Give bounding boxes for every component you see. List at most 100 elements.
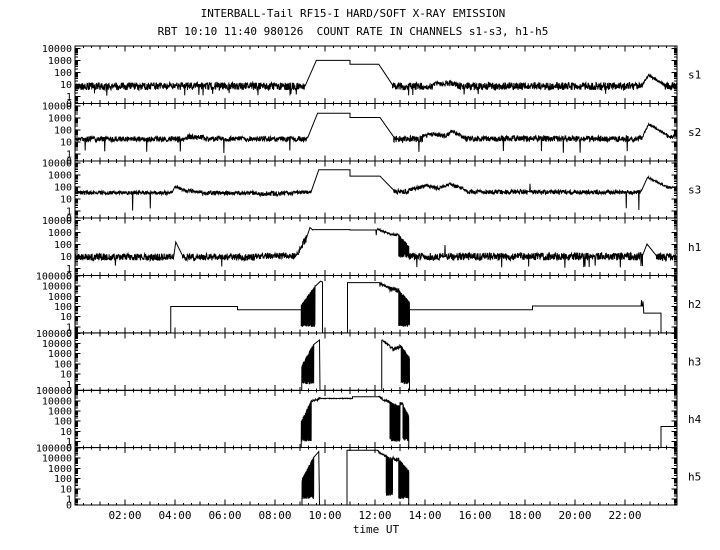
y-tick-label: 1 (66, 92, 72, 103)
y-tick-label: 1 (66, 380, 72, 391)
y-tick-label: 1 (66, 264, 72, 275)
y-tick-label: 100 (54, 125, 72, 136)
y-tick-label: 10 (60, 137, 72, 148)
series-line-s2 (74, 112, 678, 153)
y-tick-label: 10 (60, 80, 72, 91)
tick-marks (74, 160, 677, 219)
y-tick-label: 100000 (36, 271, 72, 282)
y-tick-label: 1 (66, 322, 72, 333)
y-tick-label: 100000 (36, 386, 72, 397)
y-tick-label: 100 (54, 417, 72, 428)
x-tick-label: 18:00 (508, 509, 541, 522)
x-tick-label: 20:00 (558, 509, 591, 522)
y-tick-label: 10000 (42, 454, 72, 465)
y-tick-label: 10 (60, 252, 72, 263)
y-tick-label: 1000 (48, 407, 72, 418)
y-tick-label: 10 (60, 370, 72, 381)
y-tick-label: 10000 (42, 282, 72, 293)
y-tick-label: 10 (60, 427, 72, 438)
channel-label: s1 (688, 69, 701, 82)
channel-label: s3 (688, 183, 701, 196)
y-tick-label: 1 (66, 495, 72, 506)
tick-marks (74, 275, 677, 333)
y-tick-label: 0 (66, 328, 72, 339)
tick-marks (74, 332, 677, 391)
x-tick-label: 02:00 (108, 509, 141, 522)
x-axis: 02:00 04:00 06:00 08:00 10:00 12:00 14:00 16:00… (108, 509, 641, 536)
channel-label: h4 (688, 413, 702, 426)
y-tick-label: 10000 (42, 339, 72, 350)
y-tick-label: 1 (66, 437, 72, 448)
x-tick-label: 06:00 (208, 509, 241, 522)
channel-label: h2 (688, 298, 701, 311)
plot-title: INTERBALL-Tail RF15-I HARD/SOFT X-RAY EM… (200, 7, 506, 20)
y-tick-label: 10000 (42, 396, 72, 407)
y-tick-label: 10 (60, 484, 72, 495)
tick-marks (74, 447, 677, 505)
series-line-s1 (74, 59, 678, 96)
y-tick-label: 100000 (36, 444, 72, 455)
series-line-s3 (74, 169, 678, 211)
panel-frame (74, 447, 678, 506)
channel-label: h1 (688, 241, 701, 254)
y-tick-label: 100000 (36, 329, 72, 340)
panel-frame (74, 332, 678, 391)
tick-marks (74, 218, 677, 276)
panel-frame (74, 275, 678, 334)
x-tick-label: 16:00 (458, 509, 491, 522)
x-tick-label: 08:00 (258, 509, 291, 522)
y-tick-label: 0 (66, 386, 72, 397)
y-tick-label: 1000 (48, 113, 72, 124)
tick-marks (74, 46, 677, 104)
series-line-h1 (74, 226, 678, 268)
channel-label: h5 (688, 470, 701, 483)
y-tick-label: 100 (54, 302, 72, 313)
panel-frame (74, 217, 678, 276)
y-tick-label: 100 (54, 240, 72, 251)
plot-subtitle: RBT 10:10 11:40 980126 COUNT RATE IN CHA… (157, 25, 549, 38)
x-tick-label: 22:00 (608, 509, 641, 522)
y-tick-label: 1000 (48, 464, 72, 475)
series-line-h3 (75, 338, 677, 391)
y-tick-label: 100 (54, 474, 72, 485)
x-tick-label: 10:00 (308, 509, 341, 522)
y-tick-label: 0 (66, 99, 72, 110)
panel-frame (74, 389, 678, 449)
panel-frame (74, 160, 678, 219)
y-tick-label: 1 (66, 207, 72, 218)
x-tick-label: 14:00 (408, 509, 441, 522)
y-tick-label: 1000 (48, 171, 72, 182)
panel-frame (74, 45, 678, 104)
y-tick-label: 1000 (48, 228, 72, 239)
y-tick-label: 10 (60, 195, 72, 206)
y-tick-label: 100 (54, 183, 72, 194)
x-axis-title: time UT (353, 523, 400, 536)
tick-marks (74, 390, 677, 448)
y-tick-label: 10 (60, 312, 72, 323)
y-tick-label: 0 (66, 501, 72, 512)
series-line-h4 (75, 395, 677, 449)
y-tick-label: 10000 (42, 159, 72, 170)
tick-marks (74, 103, 677, 161)
channel-label: s2 (688, 126, 701, 139)
y-tick-label: 0 (66, 443, 72, 454)
channel-label: h3 (688, 356, 701, 369)
y-tick-label: 1000 (48, 349, 72, 360)
y-tick-label: 1000 (48, 292, 72, 303)
series-line-h2 (75, 280, 677, 334)
y-tick-label: 0 (66, 156, 72, 167)
y-tick-label: 100 (54, 68, 72, 79)
y-tick-label: 10000 (42, 216, 72, 227)
y-tick-label: 100 (54, 359, 72, 370)
y-tick-label: 10000 (42, 44, 72, 55)
y-tick-label: 1000 (48, 56, 72, 67)
series-line-h5 (75, 449, 677, 506)
